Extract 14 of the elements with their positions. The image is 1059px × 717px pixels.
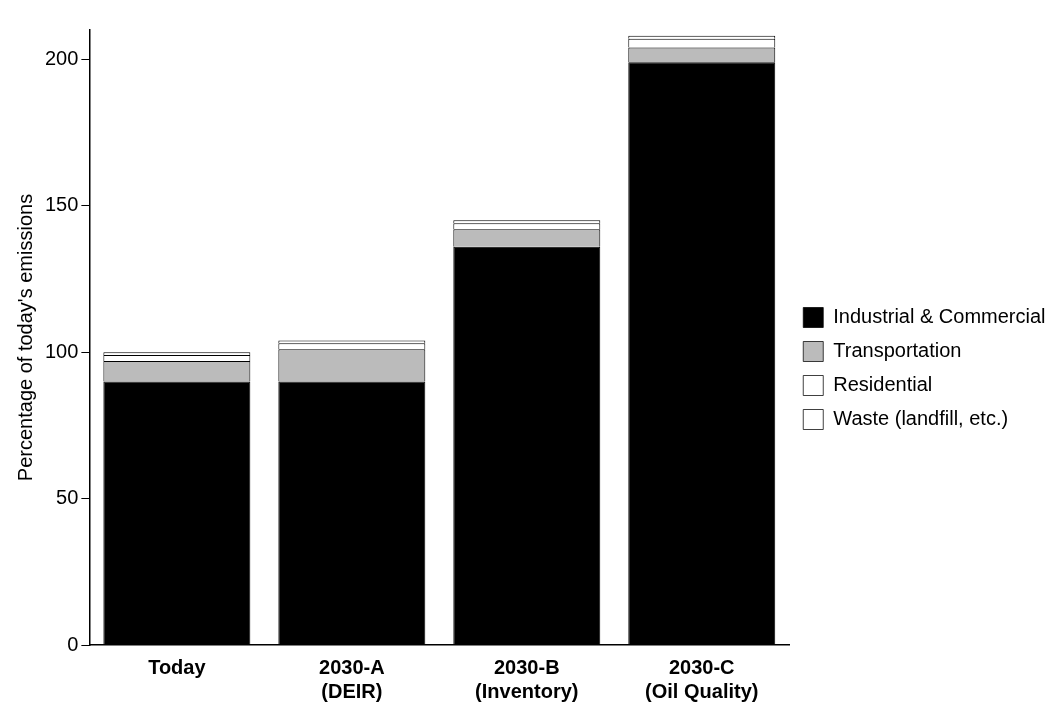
x-tick-label: 2030-C (Oil Quality) [645, 655, 759, 702]
y-tick-label: 50 [56, 486, 79, 509]
legend-label: Industrial & Commercial [833, 305, 1046, 328]
legend-label: Residential [833, 373, 933, 396]
legend-label: Waste (landfill, etc.) [833, 407, 1009, 430]
x-tick-label: Today [148, 655, 207, 678]
x-tick-label: 2030-B (Inventory) [475, 655, 579, 702]
x-tick-label: 2030-A (DEIR) [319, 655, 385, 702]
y-tick-label: 150 [44, 193, 79, 216]
y-tick-label: 100 [44, 339, 79, 362]
y-axis-title: Percentage of today's emissions [13, 193, 36, 482]
y-tick-label: 200 [44, 46, 79, 69]
legend-label: Transportation [833, 339, 962, 362]
y-tick-label: 0 [67, 632, 79, 655]
